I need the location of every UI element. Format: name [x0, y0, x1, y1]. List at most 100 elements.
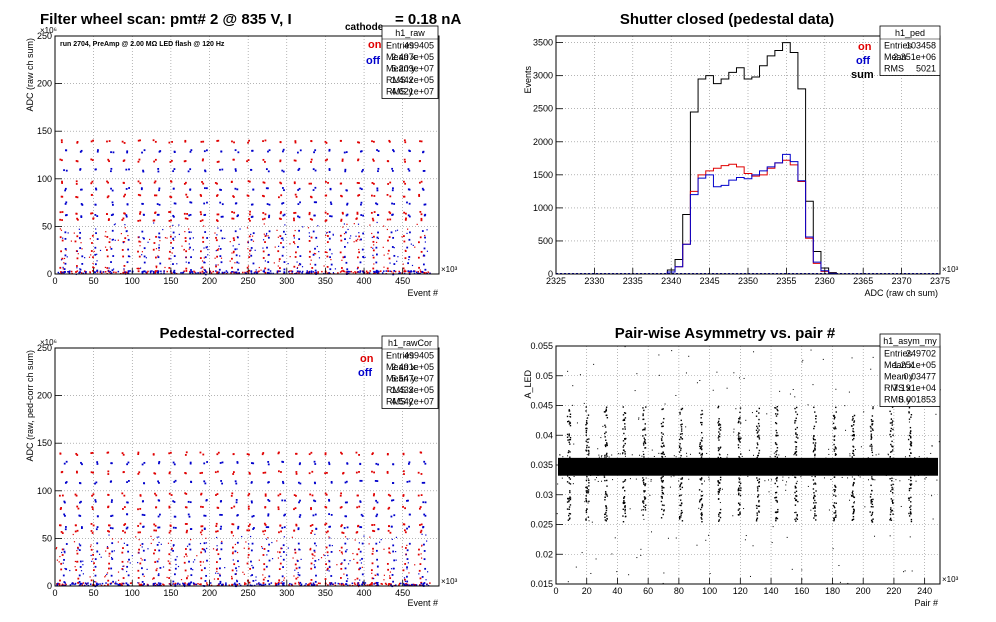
data-point	[162, 583, 164, 586]
data-point	[139, 507, 142, 510]
data-point	[172, 247, 174, 249]
data-point	[406, 232, 408, 235]
data-point	[411, 583, 413, 586]
stats-row-value: 7.191e+04	[893, 383, 936, 393]
data-point	[766, 413, 768, 415]
data-point	[324, 140, 327, 143]
data-point	[853, 496, 856, 499]
data-point	[260, 269, 262, 271]
data-point	[680, 447, 682, 450]
data-point	[89, 583, 92, 585]
data-point	[375, 271, 378, 274]
data-point	[406, 499, 408, 502]
data-point	[247, 505, 250, 508]
data-point	[364, 582, 367, 584]
data-point	[243, 583, 246, 586]
panel-raw-legend-off: off	[366, 55, 380, 67]
data-point	[313, 583, 315, 585]
data-point	[183, 212, 186, 215]
data-point	[371, 232, 373, 235]
data-point	[143, 514, 146, 517]
data-point	[95, 481, 98, 484]
data-point	[566, 508, 569, 510]
data-point	[585, 479, 588, 482]
data-point	[404, 250, 407, 252]
data-point	[813, 427, 815, 430]
data-point	[899, 480, 901, 482]
data-point	[423, 513, 426, 516]
data-point	[872, 356, 874, 358]
data-point	[624, 508, 626, 511]
data-point	[252, 462, 255, 465]
data-point	[323, 554, 325, 556]
data-point	[778, 461, 780, 463]
data-point	[185, 523, 188, 525]
data-point	[603, 475, 605, 477]
data-point	[828, 509, 830, 511]
data-point	[377, 565, 379, 567]
data-point	[383, 574, 386, 576]
data-point	[219, 188, 221, 191]
panel-raw-y-label: ADC (raw ch sum)	[25, 38, 35, 112]
data-point	[606, 417, 609, 419]
data-point	[907, 438, 910, 441]
data-point	[425, 534, 427, 536]
data-point	[782, 476, 784, 478]
data-point	[94, 565, 97, 568]
data-point	[153, 194, 156, 197]
data-point	[236, 248, 238, 250]
data-point	[611, 454, 613, 456]
data-point	[258, 582, 260, 584]
data-point	[701, 518, 703, 520]
data-point	[857, 458, 859, 460]
data-point	[107, 494, 110, 496]
data-point	[189, 168, 192, 171]
data-point	[834, 489, 837, 491]
data-point	[680, 509, 683, 512]
data-point	[309, 250, 311, 253]
data-point	[851, 357, 853, 359]
data-point	[281, 202, 284, 205]
data-point	[910, 479, 912, 482]
data-point	[739, 438, 741, 440]
data-point	[606, 443, 608, 445]
data-point	[756, 512, 758, 514]
data-point	[215, 239, 218, 242]
data-point	[299, 201, 301, 204]
data-point	[600, 456, 602, 458]
data-point	[795, 448, 797, 450]
data-point	[205, 574, 208, 577]
data-point	[117, 584, 120, 586]
data-point	[300, 583, 303, 586]
data-point	[295, 195, 298, 198]
data-point	[188, 560, 190, 563]
data-point	[853, 501, 855, 503]
data-point	[241, 535, 243, 538]
data-point	[771, 542, 773, 544]
data-point	[404, 257, 407, 260]
data-point	[910, 520, 913, 523]
data-point	[172, 231, 175, 234]
data-point	[558, 473, 560, 475]
data-point	[622, 428, 624, 430]
data-point	[246, 194, 249, 197]
data-point	[280, 237, 283, 240]
data-point	[392, 236, 395, 239]
data-point	[835, 388, 837, 390]
data-point	[344, 238, 346, 241]
data-point	[775, 499, 777, 502]
data-point	[91, 506, 94, 508]
data-point	[138, 548, 140, 551]
data-point	[350, 235, 352, 237]
data-point	[775, 434, 777, 437]
data-point	[158, 246, 160, 249]
data-point	[353, 241, 355, 243]
data-point	[624, 512, 626, 515]
data-point	[282, 584, 285, 587]
data-point	[890, 511, 892, 513]
data-point	[225, 583, 227, 586]
data-point	[200, 195, 203, 197]
data-point	[871, 428, 874, 430]
data-point	[108, 534, 110, 536]
data-point	[75, 180, 78, 183]
